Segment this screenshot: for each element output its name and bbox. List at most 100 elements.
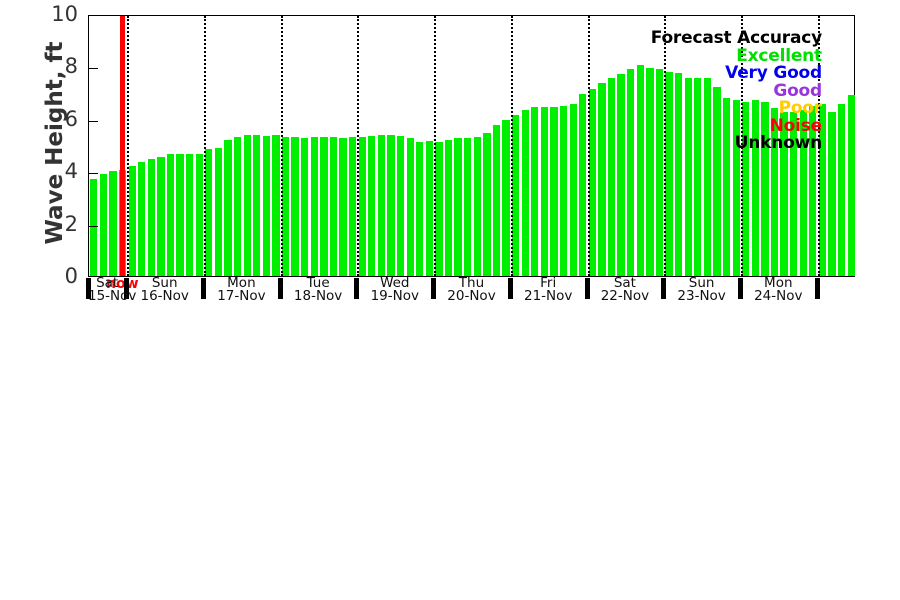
bar bbox=[291, 137, 299, 276]
bar bbox=[684, 78, 692, 276]
bar bbox=[646, 67, 654, 276]
bar bbox=[99, 173, 108, 276]
bar bbox=[521, 109, 529, 276]
bar bbox=[837, 104, 846, 276]
day-date: 20-Nov bbox=[447, 287, 496, 304]
y-tick-label: 4 bbox=[64, 159, 78, 184]
day-of-week: Sat bbox=[96, 275, 119, 291]
bar bbox=[770, 108, 779, 276]
day-separator bbox=[664, 16, 667, 276]
bar bbox=[233, 137, 242, 276]
day-separator bbox=[357, 16, 360, 276]
day-tick bbox=[277, 278, 283, 299]
bar bbox=[195, 154, 203, 276]
bar bbox=[636, 65, 644, 276]
day-separator bbox=[280, 16, 283, 276]
y-tick-label: 8 bbox=[64, 54, 78, 79]
bar bbox=[301, 138, 309, 276]
legend-entry-poor: Poor bbox=[778, 98, 823, 118]
day-tick bbox=[431, 278, 437, 299]
day-of-week: Sat bbox=[613, 275, 636, 291]
bar bbox=[186, 154, 194, 276]
bar-series bbox=[89, 16, 855, 276]
bar bbox=[713, 87, 721, 276]
bar bbox=[512, 114, 520, 276]
bar bbox=[569, 104, 577, 276]
day-date: 16-Nov bbox=[140, 287, 189, 304]
bar bbox=[349, 137, 357, 276]
day-of-week: Thu bbox=[458, 275, 485, 291]
day-date: 21-Nov bbox=[523, 287, 573, 304]
day-of-week: Fri bbox=[540, 275, 557, 291]
bar bbox=[281, 137, 290, 276]
legend-entry-very-good: Very Good bbox=[725, 63, 822, 83]
day-separator bbox=[434, 16, 437, 276]
bar bbox=[166, 154, 175, 276]
now-line bbox=[120, 16, 126, 276]
legend-entry-excellent: Excellent bbox=[736, 45, 822, 66]
bar bbox=[387, 134, 395, 276]
day-tick bbox=[661, 278, 667, 299]
bar bbox=[492, 125, 501, 276]
bar bbox=[147, 159, 155, 276]
bar bbox=[425, 141, 433, 276]
day-tick bbox=[737, 278, 743, 299]
day-label: Sun 23-Nov bbox=[663, 277, 740, 302]
day-label: Sat 22-Nov bbox=[587, 277, 664, 302]
bar bbox=[818, 104, 827, 276]
day-label: Tue 18-Nov bbox=[280, 277, 357, 302]
day-of-week: Mon bbox=[227, 275, 256, 291]
bar bbox=[339, 138, 347, 276]
bar bbox=[329, 137, 338, 276]
bar bbox=[617, 74, 625, 276]
day-separator bbox=[817, 16, 820, 276]
bar bbox=[483, 133, 491, 276]
bar bbox=[396, 135, 405, 276]
day-date: 23-Nov bbox=[677, 287, 726, 304]
bar bbox=[780, 112, 788, 276]
day-date: 15-Nov bbox=[88, 287, 137, 304]
y-tick bbox=[89, 173, 98, 175]
day-separator bbox=[587, 16, 590, 276]
bar bbox=[464, 138, 472, 276]
bar bbox=[416, 142, 424, 276]
day-date: 24-Nov bbox=[754, 287, 803, 304]
day-of-week: Sun bbox=[151, 275, 178, 291]
plot-area bbox=[88, 15, 855, 277]
day-separator bbox=[204, 16, 207, 276]
bar bbox=[732, 100, 740, 276]
y-tick-label: 10 bbox=[51, 2, 78, 26]
day-label: Wed 19-Nov bbox=[356, 277, 433, 302]
bar bbox=[531, 107, 539, 276]
bar bbox=[761, 101, 769, 276]
bar bbox=[674, 72, 683, 276]
day-tick bbox=[507, 278, 513, 299]
legend-entry-good: Good bbox=[773, 80, 822, 101]
y-tick-label: 6 bbox=[64, 106, 78, 131]
bar bbox=[224, 139, 232, 276]
day-label: Mon 17-Nov bbox=[203, 277, 280, 302]
bar bbox=[559, 105, 568, 276]
bar bbox=[320, 137, 328, 276]
bar bbox=[665, 71, 673, 276]
y-tick-label: 0 bbox=[64, 264, 78, 288]
y-tick bbox=[89, 68, 98, 70]
bar bbox=[540, 107, 549, 276]
y-tick-label: 2 bbox=[64, 211, 78, 236]
bar bbox=[847, 95, 855, 276]
bar bbox=[579, 93, 587, 276]
day-label: Mon 24-Nov bbox=[740, 277, 817, 302]
day-tick bbox=[201, 278, 207, 299]
bar bbox=[243, 134, 251, 276]
y-tick bbox=[89, 120, 98, 122]
bar bbox=[790, 112, 798, 276]
day-tick bbox=[354, 278, 360, 299]
legend: Forecast Accuracy Excellent Very Good Good… bbox=[651, 29, 823, 153]
day-date: 22-Nov bbox=[600, 287, 650, 304]
bar bbox=[176, 154, 184, 276]
day-label: Thu 20-Nov bbox=[433, 277, 510, 302]
day-label: Fri 21-Nov bbox=[510, 277, 587, 302]
x-axis-day-band: Sat 15-Nov Sun 16-Nov Mon 17-Nov Tue 18-Nov Wed 1… bbox=[86, 275, 855, 310]
y-axis-title: Wave Height, ft bbox=[42, 41, 68, 245]
